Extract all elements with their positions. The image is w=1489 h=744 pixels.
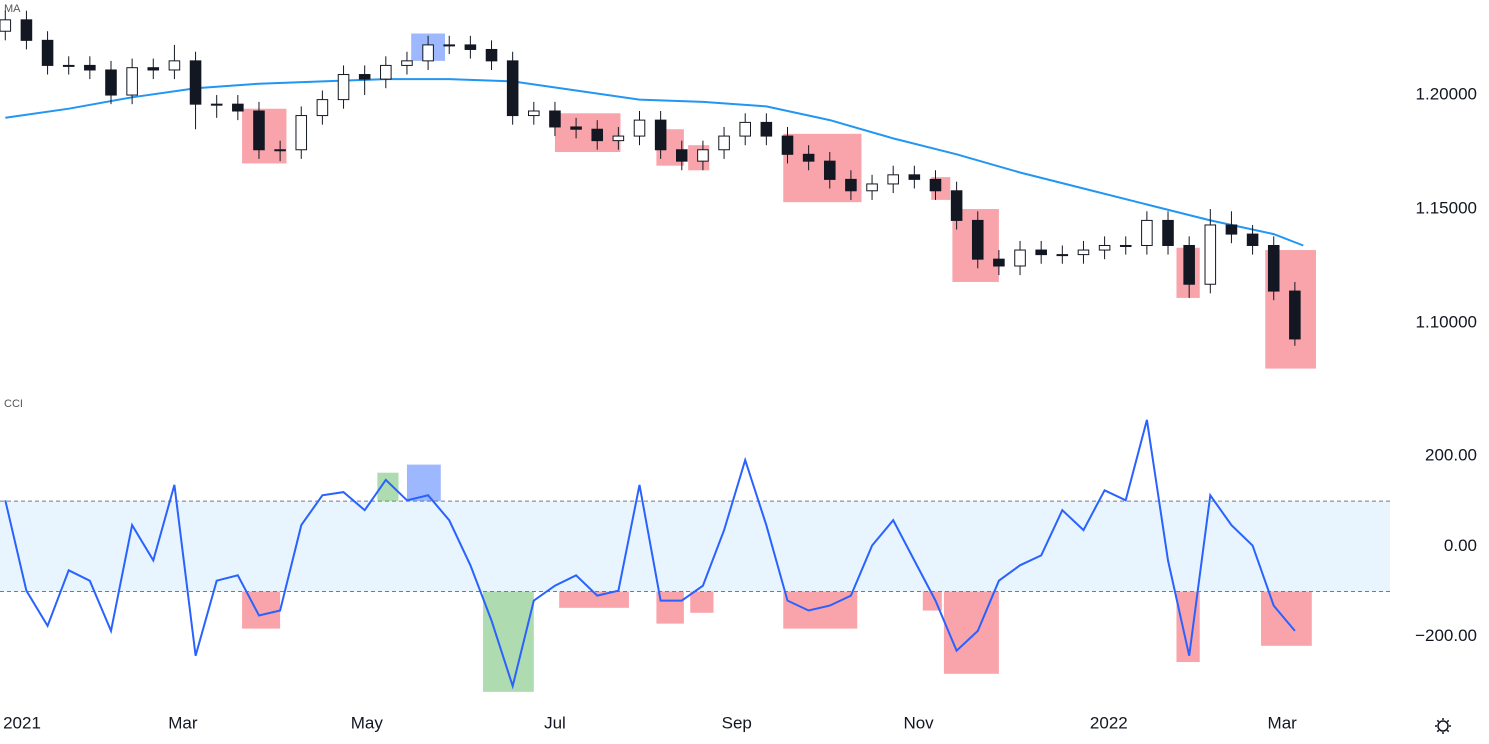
candle-body [654, 119, 667, 151]
highlight-box [690, 591, 714, 613]
candle-body [1246, 233, 1259, 246]
candle-body [1077, 249, 1090, 256]
highlight-box [377, 472, 399, 502]
candle-body [401, 60, 413, 66]
candle-body [295, 115, 308, 151]
candle-body [612, 135, 625, 142]
candle-body [1141, 219, 1153, 246]
candle-body [1225, 224, 1238, 235]
candle-body [274, 149, 286, 152]
y-tick-label: 1.10000 [1416, 312, 1477, 331]
highlight-box [656, 591, 684, 624]
highlight-box [483, 591, 534, 692]
candle-body [358, 74, 371, 80]
candle-body [718, 135, 730, 151]
highlight-box [554, 113, 621, 153]
candle-body [993, 258, 1005, 267]
candle-body [866, 183, 878, 192]
candle-body [84, 64, 96, 71]
candle-body [528, 110, 540, 117]
candle-body [633, 119, 646, 137]
candle-body [760, 121, 773, 137]
candle-body [802, 153, 815, 162]
candle-body [380, 64, 392, 80]
candle-body [908, 174, 921, 180]
candle-body [1098, 244, 1111, 251]
highlight-box [783, 133, 862, 203]
candle-body [20, 19, 33, 41]
candle-body [549, 110, 561, 128]
candle-body [676, 149, 688, 162]
candle-body [62, 64, 75, 67]
candle-body [316, 99, 329, 117]
candle-body [739, 121, 751, 137]
candle-body [485, 48, 498, 62]
x-tick-label: Sep [722, 713, 752, 732]
y-tick-label: 1.20000 [1416, 85, 1477, 104]
x-tick-label: Jul [544, 713, 566, 732]
highlight-box [1261, 591, 1312, 646]
candle-body [422, 44, 434, 62]
candle-body [105, 69, 117, 96]
candle-body [591, 128, 604, 142]
x-tick-label: Mar [168, 713, 198, 732]
x-tick-label: Nov [903, 713, 934, 732]
ma-line [5, 78, 1304, 247]
x-tick-label: Mar [1268, 713, 1298, 732]
x-tick-label: 2022 [1090, 713, 1128, 732]
candle-body [443, 44, 456, 47]
candle-body [253, 110, 265, 151]
highlight-box [559, 591, 629, 608]
candle-body [929, 178, 942, 192]
settings-icon-circle [1437, 720, 1449, 732]
candle-body [210, 103, 223, 106]
cci-band [0, 501, 1390, 592]
candle-body [232, 103, 244, 112]
candle-body [1162, 219, 1174, 246]
candle-body [950, 190, 963, 221]
y-tick-label: 1.15000 [1416, 199, 1477, 218]
pane-title: MA [4, 3, 21, 15]
highlight-box [1176, 591, 1200, 663]
candle-body [126, 67, 138, 96]
highlight-box [406, 464, 441, 502]
candle-body [887, 174, 899, 185]
candle-body [168, 60, 181, 71]
candle-body [0, 19, 12, 32]
candle-body [1183, 244, 1195, 285]
candle-body [464, 44, 477, 50]
candle-body [1119, 244, 1132, 247]
y-tick-label: 200.00 [1425, 445, 1477, 464]
cci-line [4, 419, 1296, 690]
pane-title: CCI [4, 398, 23, 410]
candle-body [506, 60, 519, 117]
candle-body [570, 126, 582, 130]
x-tick-label: 2021 [3, 713, 41, 732]
y-tick-label: 0.00 [1444, 536, 1477, 555]
settings-icon-spokes [1435, 718, 1451, 734]
settings-icon[interactable] [1435, 718, 1451, 734]
candle-body [823, 160, 836, 180]
candle-body [337, 74, 350, 101]
candle-body [189, 60, 202, 105]
highlight-box [943, 591, 999, 674]
candle-body [697, 149, 709, 162]
highlight-box [242, 591, 281, 629]
candle-body [971, 219, 984, 260]
candle-body [147, 67, 160, 71]
candle-body [845, 178, 857, 192]
candle-body [1289, 290, 1301, 340]
candle-body [1204, 224, 1217, 285]
candle-body [781, 135, 794, 155]
candle-body [1014, 249, 1026, 267]
x-tick-label: May [351, 713, 384, 732]
candle-body [1056, 254, 1069, 257]
y-tick-label: −200.00 [1415, 626, 1477, 645]
candle-body [41, 39, 54, 66]
candle-body [1267, 244, 1280, 292]
candle-body [1035, 249, 1047, 256]
